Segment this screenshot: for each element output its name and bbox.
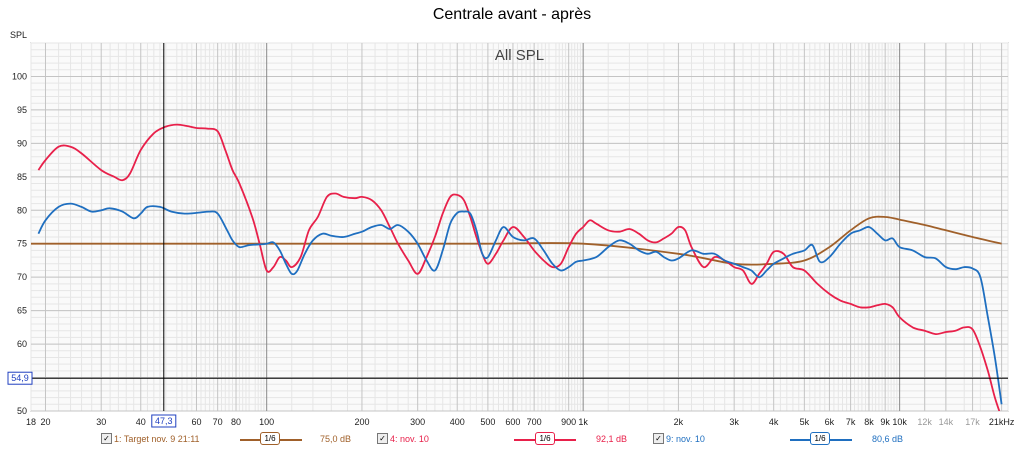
y-tick-label: 85 bbox=[17, 172, 27, 182]
series-4-checkbox[interactable]: ✓ bbox=[377, 433, 388, 444]
y-tick-label: 75 bbox=[17, 239, 27, 249]
cursor-y-label: 54,9 bbox=[11, 373, 29, 383]
x-tick-label: 7k bbox=[846, 417, 856, 427]
series-1-checkbox[interactable]: ✓ bbox=[101, 433, 112, 444]
series-line-2 bbox=[37, 123, 1001, 411]
x-tick-label: 21kHz bbox=[989, 417, 1015, 427]
y-tick-label: 100 bbox=[12, 71, 27, 81]
chart-subtitle: All SPL bbox=[495, 47, 544, 64]
y-tick-label: 70 bbox=[17, 272, 27, 282]
y-tick-label: 60 bbox=[17, 339, 27, 349]
x-tick-label: 3k bbox=[729, 417, 739, 427]
x-tick-label: 4k bbox=[769, 417, 779, 427]
x-tick-label: 10k bbox=[892, 417, 907, 427]
series-line-3 bbox=[37, 202, 1003, 405]
series-9-smoothing[interactable]: 1/6 bbox=[810, 432, 830, 445]
x-tick-label: 900 bbox=[561, 417, 576, 427]
x-tick-label: 300 bbox=[410, 417, 425, 427]
chart-title: Centrale avant - après bbox=[432, 6, 592, 23]
cursor-x-box bbox=[151, 414, 177, 428]
y-tick-label: 90 bbox=[17, 138, 27, 148]
plot-area[interactable]: 5055606570758085909510018203040607080100… bbox=[0, 0, 1024, 432]
y-tick-label: 80 bbox=[17, 205, 27, 215]
series-9-checkbox[interactable]: ✓ bbox=[653, 433, 664, 444]
series-1-smoothing[interactable]: 1/6 bbox=[260, 432, 280, 445]
x-tick-label: 12k bbox=[917, 417, 932, 427]
x-tick-label: 1k bbox=[578, 417, 588, 427]
x-tick-label: 2k bbox=[674, 417, 684, 427]
x-tick-label: 17k bbox=[965, 417, 980, 427]
x-tick-label: 400 bbox=[450, 417, 465, 427]
x-tick-label: 9k bbox=[880, 417, 890, 427]
x-tick-label: 80 bbox=[231, 417, 241, 427]
x-tick-label: 200 bbox=[354, 417, 369, 427]
x-tick-label: 18 bbox=[26, 417, 36, 427]
series-1-level: 75,0 dB bbox=[320, 434, 352, 444]
x-tick-label: 100 bbox=[259, 417, 274, 427]
x-tick-label: 20 bbox=[40, 417, 50, 427]
y-axis-label: SPL bbox=[10, 30, 27, 40]
cursor-x-label: 47,3 bbox=[155, 416, 173, 426]
x-tick-label: 500 bbox=[480, 417, 495, 427]
x-tick-label: 14k bbox=[939, 417, 954, 427]
x-tick-label: 8k bbox=[864, 417, 874, 427]
series-1-label: 1: Target nov. 9 21:11 bbox=[114, 434, 200, 444]
series-line-1 bbox=[31, 215, 1002, 266]
x-tick-label: 30 bbox=[96, 417, 106, 427]
cursor-y-box bbox=[7, 371, 33, 385]
series-9-label: 9: nov. 10 bbox=[666, 434, 705, 444]
x-tick-label: 700 bbox=[527, 417, 542, 427]
x-tick-label: 70 bbox=[213, 417, 223, 427]
y-tick-label: 65 bbox=[17, 306, 27, 316]
legend: ✓ 1: Target nov. 9 21:11 1/6 75,0 dB ✓ 4… bbox=[0, 432, 1024, 450]
x-tick-label: 60 bbox=[191, 417, 201, 427]
series-4-label: 4: nov. 10 bbox=[390, 434, 429, 444]
series-4-level: 92,1 dB bbox=[596, 434, 628, 444]
series-4-smoothing[interactable]: 1/6 bbox=[535, 432, 555, 445]
y-tick-label: 50 bbox=[17, 406, 27, 416]
x-tick-label: 600 bbox=[505, 417, 520, 427]
x-tick-label: 6k bbox=[825, 417, 835, 427]
y-tick-label: 95 bbox=[17, 105, 27, 115]
x-tick-label: 40 bbox=[136, 417, 146, 427]
series-9-level: 80,6 dB bbox=[872, 434, 904, 444]
x-tick-label: 5k bbox=[800, 417, 810, 427]
